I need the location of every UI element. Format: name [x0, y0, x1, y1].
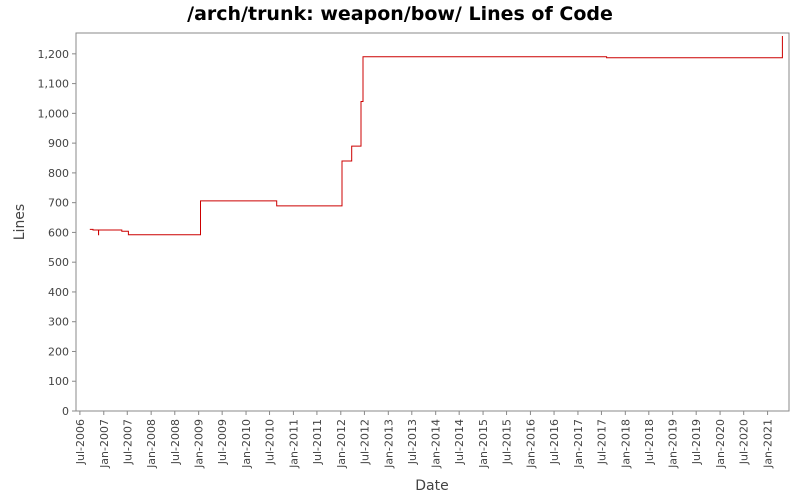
x-tick-label: Jan-2015 [477, 419, 490, 469]
x-tick-label: Jan-2017 [572, 419, 585, 469]
x-tick-label: Jul-2016 [548, 419, 561, 465]
x-tick-label: Jul-2007 [121, 419, 134, 465]
y-tick-label: 500 [48, 256, 69, 269]
x-tick-label: Jan-2007 [98, 419, 111, 469]
x-tick-label: Jul-2020 [738, 419, 751, 465]
y-axis-ticks: 0 100 200 300 400 500 600 700 800 900 1,000 1,100 1,… [38, 48, 76, 418]
y-tick-label: 100 [48, 375, 69, 388]
y-tick-label: 200 [48, 345, 69, 358]
x-tick-label: Jul-2008 [169, 419, 182, 465]
y-axis-title: Lines [12, 204, 28, 240]
x-tick-label: Jan-2019 [667, 419, 680, 469]
y-tick-label: 1,100 [38, 78, 70, 91]
y-tick-label: 1,200 [38, 48, 70, 61]
x-tick-label: Jul-2010 [264, 419, 277, 465]
x-tick-label: Jan-2021 [762, 419, 775, 469]
x-tick-label: Jan-2014 [430, 419, 443, 469]
y-tick-label: 800 [48, 167, 69, 180]
y-tick-label: 300 [48, 316, 69, 329]
x-tick-label: Jan-2018 [619, 419, 632, 469]
x-tick-label: Jul-2012 [358, 419, 371, 465]
x-axis-title: Date [415, 478, 448, 494]
x-tick-label: Jan-2020 [714, 419, 727, 469]
y-tick-label: 1,000 [38, 107, 70, 120]
x-axis-ticks: Jul-2006 Jan-2007 Jul-2007 Jan-2008 Jul-2008… [74, 411, 775, 469]
series-layer [89, 36, 783, 236]
x-tick-label: Jan-2008 [145, 419, 158, 469]
x-tick-label: Jul-2009 [216, 419, 229, 465]
chart-title: /arch/trunk: weapon/bow/ Lines of Code [187, 3, 613, 25]
y-tick-label: 700 [48, 197, 69, 210]
y-tick-label: 600 [48, 226, 69, 239]
x-tick-label: Jan-2011 [287, 419, 300, 469]
x-tick-label: Jan-2012 [335, 419, 348, 469]
x-tick-label: Jan-2009 [193, 419, 206, 469]
x-tick-label: Jul-2011 [311, 419, 324, 465]
x-tick-label: Jul-2014 [453, 419, 466, 465]
x-tick-label: Jul-2017 [595, 419, 608, 465]
plot-area [75, 32, 790, 412]
y-tick-label: 400 [48, 286, 69, 299]
y-tick-label: 0 [62, 405, 69, 418]
x-tick-label: Jul-2006 [74, 419, 87, 465]
x-tick-label: Jul-2015 [501, 419, 514, 465]
loc-series-line [89, 36, 783, 236]
y-tick-label: 900 [48, 137, 69, 150]
x-tick-label: Jan-2010 [240, 419, 253, 469]
x-tick-label: Jul-2018 [643, 419, 656, 465]
x-tick-label: Jul-2019 [690, 419, 703, 465]
x-tick-label: Jan-2013 [382, 419, 395, 469]
x-tick-label: Jul-2013 [406, 419, 419, 465]
x-tick-label: Jan-2016 [524, 419, 537, 469]
